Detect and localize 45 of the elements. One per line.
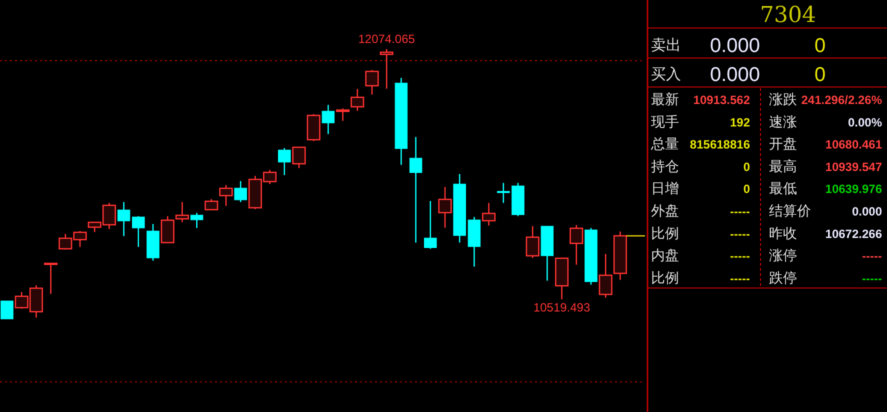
text: 总量 xyxy=(650,136,679,152)
text: 日增 xyxy=(651,180,679,196)
text: 昨收 xyxy=(769,224,797,241)
text: 内盘 xyxy=(651,247,679,264)
text: 比例 xyxy=(651,269,679,286)
annotation: 12074.065 xyxy=(358,32,416,46)
text: 192 xyxy=(730,115,750,130)
text: 10639.976 xyxy=(825,182,882,196)
text: 持仓 xyxy=(651,158,679,174)
text: 结算价 xyxy=(769,202,811,218)
text: ----- xyxy=(730,271,750,286)
text: ----- xyxy=(862,249,882,264)
text: 速涨 xyxy=(769,113,797,130)
text: 241.296/2.26% xyxy=(801,93,882,107)
text: 最低 xyxy=(769,180,797,196)
annotation: 10519.493 xyxy=(533,300,590,314)
text: 开盘 xyxy=(769,136,797,152)
text: 0 xyxy=(814,35,826,57)
text: 0 xyxy=(814,64,826,86)
text: 7304 xyxy=(760,3,816,28)
text: 0.00% xyxy=(848,115,882,130)
text: 涨跌 xyxy=(769,91,797,107)
text: 最高 xyxy=(769,158,797,174)
text: 0.000 xyxy=(852,204,882,218)
text: 比例 xyxy=(651,224,679,241)
text: 涨停 xyxy=(769,247,797,264)
text: 10680.461 xyxy=(825,138,882,152)
text: 10913.562 xyxy=(693,93,750,107)
text: ----- xyxy=(862,271,882,286)
text: 0.000 xyxy=(710,64,760,86)
text: 买入 xyxy=(651,66,681,83)
text: 0 xyxy=(743,182,750,196)
text: ----- xyxy=(730,204,750,218)
text: 现手 xyxy=(651,113,679,130)
text: 卖出 xyxy=(651,37,681,54)
text: 0.000 xyxy=(710,35,760,57)
text: 最新 xyxy=(651,91,679,107)
text: 10672.266 xyxy=(825,226,882,241)
text: 10939.547 xyxy=(825,160,882,174)
text: ----- xyxy=(730,249,750,264)
text: 外盘 xyxy=(651,202,679,218)
text: ----- xyxy=(730,226,750,241)
text: 0 xyxy=(743,160,750,174)
text: 815618816 xyxy=(690,138,750,152)
text: 跌停 xyxy=(769,269,797,286)
